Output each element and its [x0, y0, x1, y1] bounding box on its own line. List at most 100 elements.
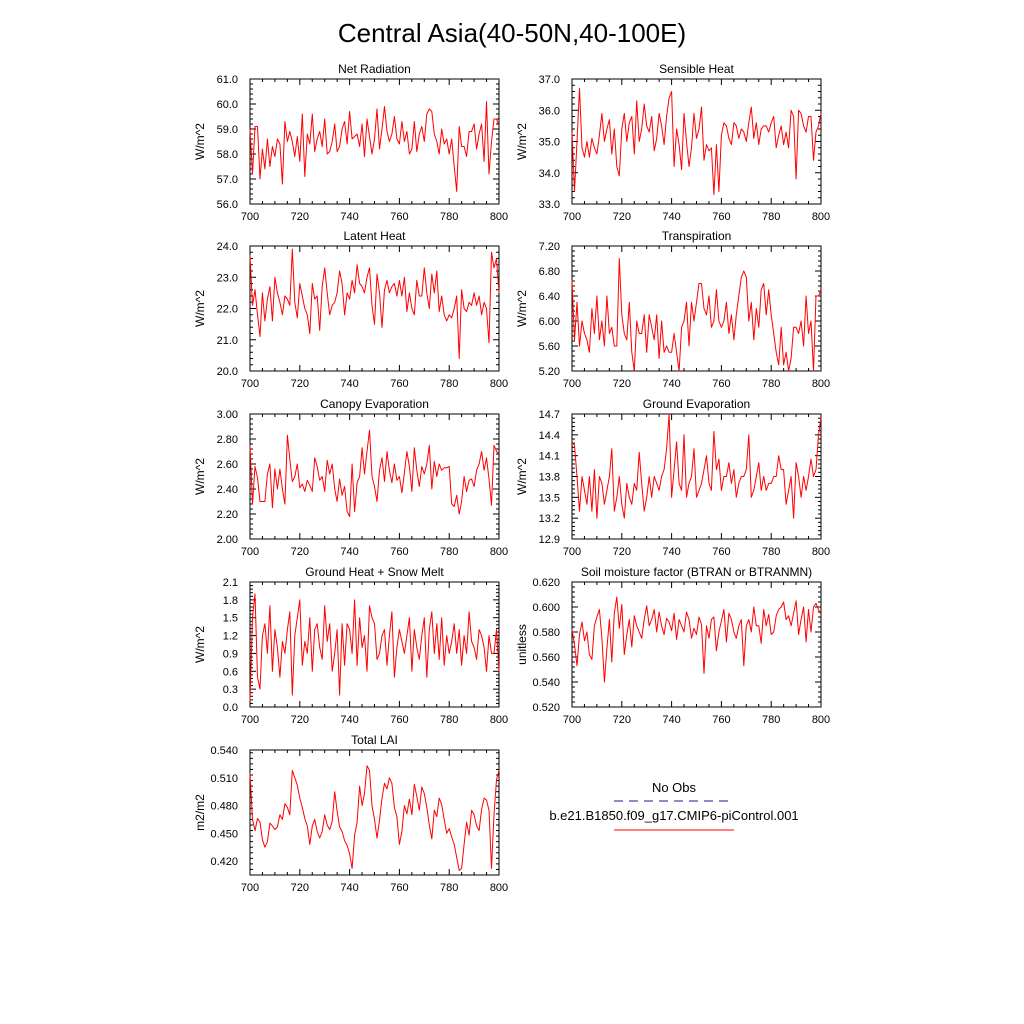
soil-moisture-factor-btran-or-btranmn-xtick-label: 760 [712, 714, 730, 726]
ground-heat-snow-melt-xtick-label: 760 [390, 714, 408, 726]
ground-evaporation-ytick-label: 12.9 [539, 534, 560, 546]
net-radiation-ytick-label: 58.0 [217, 149, 238, 161]
canopy-evaporation-ytick-label: 2.20 [217, 509, 238, 521]
soil-moisture-factor-btran-or-btranmn-xtick-label: 720 [613, 714, 631, 726]
sensible-heat-ytick-label: 33.0 [539, 199, 560, 211]
ground-heat-snow-melt-ytick-label: 0.9 [223, 648, 238, 660]
transpiration-title: Transpiration [662, 229, 732, 243]
net-radiation-title: Net Radiation [338, 62, 411, 76]
sensible-heat-ytick-label: 35.0 [539, 137, 560, 149]
sensible-heat-xtick-label: 800 [812, 211, 830, 223]
soil-moisture-factor-btran-or-btranmn-xtick-label: 700 [563, 714, 581, 726]
total-lai-xtick-label: 700 [241, 882, 259, 894]
total-lai-frame [249, 749, 500, 876]
sensible-heat-xtick-label: 780 [762, 211, 780, 223]
ground-evaporation-xtick-label: 740 [662, 546, 680, 558]
total-lai-ylabel: m2/m2 [193, 794, 207, 831]
ground-heat-snow-melt-ytick-label: 0.6 [223, 666, 238, 678]
canopy-evaporation-ytick-label: 3.00 [217, 409, 238, 421]
transpiration-ytick-label: 6.40 [539, 291, 560, 303]
ground-heat-snow-melt-frame [249, 581, 500, 708]
canopy-evaporation-ytick-label: 2.80 [217, 434, 238, 446]
total-lai-ytick-label: 0.420 [210, 856, 238, 868]
canopy-evaporation-frame [249, 413, 500, 540]
ground-heat-snow-melt-ytick-label: 0.0 [223, 702, 238, 714]
transpiration-ytick-label: 5.60 [539, 341, 560, 353]
ground-evaporation-xtick-label: 760 [712, 546, 730, 558]
transpiration-xtick-label: 800 [812, 378, 830, 390]
net-radiation-xtick-label: 760 [390, 211, 408, 223]
panel-net-radiation: Net Radiation W/m^2 700 720 740 760 780 800 56.0… [193, 62, 508, 223]
transpiration-xtick-label: 720 [613, 378, 631, 390]
latent-heat-ytick-label: 24.0 [217, 241, 238, 253]
total-lai-xtick-label: 800 [490, 882, 508, 894]
ground-evaporation-ytick-label: 14.7 [539, 409, 560, 421]
total-lai-xtick-label: 740 [340, 882, 358, 894]
ground-evaporation-ytick-label: 13.8 [539, 472, 560, 484]
net-radiation-ytick-label: 60.0 [217, 99, 238, 111]
panels: Net Radiation W/m^2 700 720 740 760 780 800 56.0… [193, 62, 830, 894]
total-lai-xtick-label: 780 [440, 882, 458, 894]
ground-evaporation-title: Ground Evaporation [643, 397, 750, 411]
net-radiation-xtick-label: 740 [340, 211, 358, 223]
latent-heat-xtick-label: 700 [241, 378, 259, 390]
net-radiation-xtick-label: 700 [241, 211, 259, 223]
ground-heat-snow-melt-ylabel: W/m^2 [193, 626, 207, 663]
transpiration-ytick-label: 6.80 [539, 266, 560, 278]
latent-heat-xtick-label: 740 [340, 378, 358, 390]
panel-soil-moisture-factor-btran-or-btranmn: Soil moisture factor (BTRAN or BTRANMN) u… [515, 565, 830, 726]
total-lai-title: Total LAI [351, 733, 398, 747]
canopy-evaporation-ylabel: W/m^2 [193, 458, 207, 495]
canopy-evaporation-series-line [249, 429, 500, 517]
soil-moisture-factor-btran-or-btranmn-xtick-label: 780 [762, 714, 780, 726]
ground-evaporation-ytick-label: 13.2 [539, 513, 560, 525]
ground-evaporation-xtick-label: 700 [563, 546, 581, 558]
latent-heat-series-line [249, 248, 500, 359]
latent-heat-ytick-label: 20.0 [217, 366, 238, 378]
ground-heat-snow-melt-xtick-label: 800 [490, 714, 508, 726]
sensible-heat-series-line [571, 87, 822, 196]
ground-heat-snow-melt-ytick-label: 1.2 [223, 631, 238, 643]
soil-moisture-factor-btran-or-btranmn-frame [571, 581, 822, 708]
latent-heat-ylabel: W/m^2 [193, 290, 207, 327]
sensible-heat-xtick-label: 720 [613, 211, 631, 223]
latent-heat-ytick-label: 22.0 [217, 304, 238, 316]
canopy-evaporation-xtick-label: 800 [490, 546, 508, 558]
ground-heat-snow-melt-ytick-label: 1.8 [223, 595, 238, 607]
net-radiation-series-line [249, 101, 500, 192]
total-lai-ytick-label: 0.540 [210, 745, 238, 757]
ground-heat-snow-melt-ytick-label: 0.3 [223, 684, 238, 696]
total-lai-ytick-label: 0.510 [210, 773, 238, 785]
latent-heat-ytick-label: 23.0 [217, 272, 238, 284]
transpiration-xtick-label: 780 [762, 378, 780, 390]
ground-evaporation-xtick-label: 780 [762, 546, 780, 558]
canopy-evaporation-ytick-label: 2.00 [217, 534, 238, 546]
sensible-heat-ytick-label: 34.0 [539, 168, 560, 180]
legend: No Obs b.e21.B1850.f09_g17.CMIP6-piContr… [549, 780, 799, 831]
net-radiation-xtick-label: 780 [440, 211, 458, 223]
ground-heat-snow-melt-xtick-label: 740 [340, 714, 358, 726]
transpiration-ylabel: W/m^2 [515, 290, 529, 327]
soil-moisture-factor-btran-or-btranmn-xtick-label: 740 [662, 714, 680, 726]
canopy-evaporation-title: Canopy Evaporation [320, 397, 429, 411]
soil-moisture-factor-btran-or-btranmn-title: Soil moisture factor (BTRAN or BTRANMN) [581, 565, 812, 579]
ground-heat-snow-melt-series-line [249, 593, 500, 702]
soil-moisture-factor-btran-or-btranmn-ytick-label: 0.540 [532, 677, 560, 689]
transpiration-frame [571, 245, 822, 372]
transpiration-xtick-label: 700 [563, 378, 581, 390]
canopy-evaporation-xtick-label: 720 [291, 546, 309, 558]
panel-canopy-evaporation: Canopy Evaporation W/m^2 700 720 740 760 780 80… [193, 397, 508, 558]
ground-heat-snow-melt-xtick-label: 720 [291, 714, 309, 726]
transpiration-ytick-label: 7.20 [539, 241, 560, 253]
sensible-heat-ytick-label: 37.0 [539, 74, 560, 86]
soil-moisture-factor-btran-or-btranmn-ytick-label: 0.620 [532, 577, 560, 589]
ground-evaporation-ytick-label: 13.5 [539, 492, 560, 504]
transpiration-series-line [571, 258, 822, 372]
total-lai-series-line [249, 765, 500, 871]
sensible-heat-xtick-label: 740 [662, 211, 680, 223]
panel-latent-heat: Latent Heat W/m^2 700 720 740 760 780 800 20.0 21… [193, 229, 508, 390]
net-radiation-ytick-label: 61.0 [217, 74, 238, 86]
canopy-evaporation-xtick-label: 780 [440, 546, 458, 558]
canopy-evaporation-xtick-label: 740 [340, 546, 358, 558]
